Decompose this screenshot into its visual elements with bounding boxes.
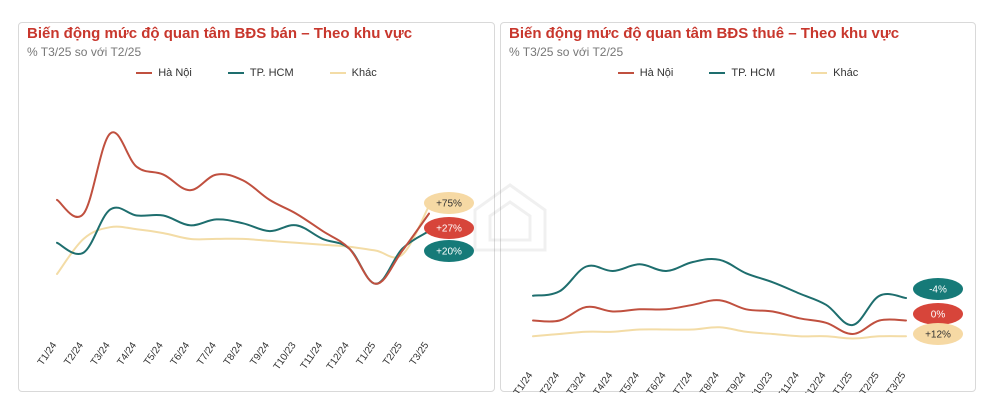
chart-legend: Hà Nội TP. HCM Khác (501, 67, 975, 79)
x-tick-label: T12/24 (325, 340, 352, 372)
badge-shape (913, 278, 963, 300)
badge-label: +12% (925, 330, 951, 341)
legend-label: TP. HCM (731, 67, 776, 79)
x-tick-label: T3/25 (885, 370, 909, 393)
change-badge: +12% (913, 323, 963, 345)
change-badge: -4% (913, 278, 963, 300)
legend-label: Hà Nội (158, 67, 192, 79)
x-tick-label: T11/24 (299, 340, 326, 372)
chart-legend: Hà Nội TP. HCM Khác (19, 67, 494, 79)
badge-shape (913, 323, 963, 345)
series-line-hanoi (56, 131, 430, 285)
x-tick-label: T6/24 (645, 370, 669, 393)
legend-item-hanoi: Hà Nội (136, 67, 192, 79)
series-line-other (532, 326, 907, 340)
x-tick-label: T1/25 (831, 370, 855, 393)
legend-label: Hà Nội (639, 67, 674, 79)
chart-subtitle: % T3/25 so với T2/25 (27, 45, 142, 59)
badge-label: +27% (436, 224, 462, 235)
x-tick-label: T2/24 (538, 370, 562, 393)
badge-label: -4% (929, 285, 947, 296)
legend-swatch-hanoi (617, 72, 634, 74)
x-tick-label: T2/24 (62, 340, 86, 368)
chart-title: Biến động mức độ quan tâm BĐS bán – Theo… (27, 25, 413, 42)
legend-swatch-hanoi (136, 72, 153, 74)
line-chart-rent: T1/24 T2/24 T3/24 T4/24 T5/24 T6/24 T7/24 T8/24… (512, 257, 963, 393)
badge-label: +20% (436, 247, 462, 258)
x-tick-label: T10/23 (272, 340, 299, 372)
legend-label: Khác (351, 67, 377, 79)
x-tick-label: T9/24 (248, 340, 272, 368)
chart-title: Biến động mức độ quan tâm BĐS thuê – The… (509, 25, 900, 42)
series-line-hcm (56, 206, 430, 285)
x-tick-label: T5/24 (618, 370, 642, 393)
x-tick-label: T8/24 (222, 340, 246, 368)
legend-item-other: Khác (329, 67, 377, 79)
legend-swatch-hcm (227, 72, 244, 74)
x-tick-label: T10/23 (748, 370, 775, 393)
x-tick-label: T2/25 (858, 370, 882, 393)
chart-panel-sale: Biến động mức độ quan tâm BĐS bán – Theo… (18, 22, 495, 392)
badge-shape (424, 192, 474, 214)
x-tick-label: T1/24 (512, 370, 536, 393)
series-line-other (56, 204, 430, 275)
line-chart-sale: T1/24 T2/24 T3/24 T4/24 T5/24 T6/24 T7/24 T8/24… (36, 131, 474, 372)
legend-swatch-hcm (709, 72, 726, 74)
badge-shape (424, 240, 474, 262)
legend-swatch-other (811, 72, 828, 74)
legend-item-other: Khác (811, 67, 858, 79)
series-line-hanoi (532, 299, 907, 336)
change-badge: 0% (913, 303, 963, 325)
x-tick-label: T8/24 (698, 370, 722, 393)
x-tick-label: T1/24 (36, 340, 60, 368)
legend-label: TP. HCM (249, 67, 294, 79)
badge-shape (424, 217, 474, 239)
x-tick-label: T11/24 (775, 370, 802, 393)
legend-swatch-other (329, 72, 346, 74)
x-tick-label: T7/24 (672, 370, 696, 393)
x-tick-label: T4/24 (592, 370, 616, 393)
x-tick-label: T3/24 (89, 340, 113, 368)
chart-panel-rent: Biến động mức độ quan tâm BĐS thuê – The… (500, 22, 976, 393)
x-tick-label: T3/24 (565, 370, 589, 393)
x-tick-label: T12/24 (802, 370, 829, 393)
change-badge: +20% (424, 240, 474, 262)
x-tick-label: T4/24 (115, 340, 139, 368)
x-tick-label: T5/24 (142, 340, 166, 368)
legend-label: Khác (833, 67, 859, 79)
legend-item-hcm: TP. HCM (709, 67, 775, 79)
change-badge: +75% (424, 192, 474, 214)
x-tick-label: T7/24 (195, 340, 219, 368)
badge-label: +75% (436, 199, 462, 210)
legend-item-hcm: TP. HCM (227, 67, 294, 79)
badge-shape (913, 303, 963, 325)
watermark-logo-icon (473, 183, 547, 252)
x-tick-label: T3/25 (408, 340, 432, 368)
badge-label: 0% (931, 310, 946, 321)
change-badge: +27% (424, 217, 474, 239)
x-tick-label: T1/25 (355, 340, 379, 368)
series-line-hcm (532, 257, 907, 327)
x-tick-label: T9/24 (725, 370, 749, 393)
x-tick-label: T6/24 (169, 340, 193, 368)
chart-subtitle: % T3/25 so với T2/25 (509, 45, 624, 59)
legend-item-hanoi: Hà Nội (617, 67, 674, 79)
x-tick-label: T2/25 (381, 340, 405, 368)
